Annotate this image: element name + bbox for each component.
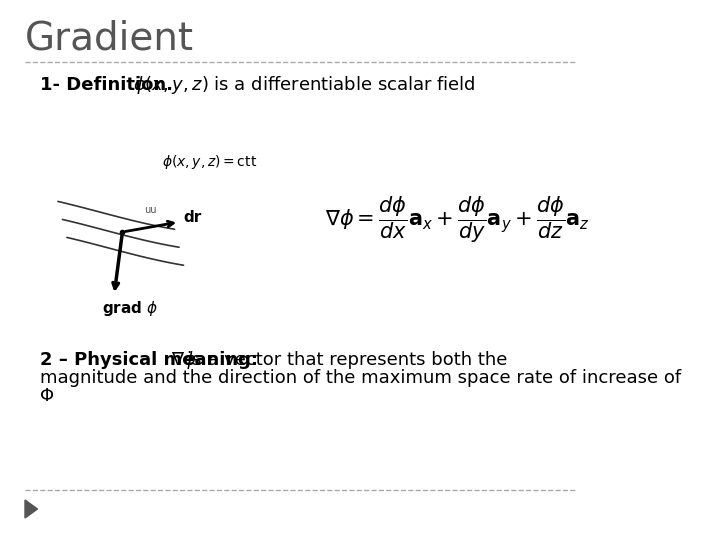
Text: grad $\phi$: grad $\phi$ [102, 300, 158, 319]
Text: dr: dr [183, 210, 202, 225]
Text: 1- Definition.: 1- Definition. [40, 76, 173, 94]
Text: uu: uu [144, 205, 156, 215]
Text: $\nabla\phi$: $\nabla\phi$ [171, 349, 196, 371]
Text: Φ: Φ [40, 387, 54, 405]
Text: is a vector that represents both the: is a vector that represents both the [187, 351, 508, 369]
Text: $\phi(x, y, z) = \mathrm{ctt}$: $\phi(x, y, z) = \mathrm{ctt}$ [163, 153, 258, 171]
Text: $\phi(x,y,z)$ is a differentiable scalar field: $\phi(x,y,z)$ is a differentiable scalar… [133, 74, 476, 96]
Text: Gradient: Gradient [25, 19, 194, 57]
Text: 2 – Physical meaning:: 2 – Physical meaning: [40, 351, 258, 369]
Text: magnitude and the direction of the maximum space rate of increase of: magnitude and the direction of the maxim… [40, 369, 681, 387]
Text: $\nabla\phi = \dfrac{d\phi}{dx}\mathbf{a}_x + \dfrac{d\phi}{dy}\mathbf{a}_y + \d: $\nabla\phi = \dfrac{d\phi}{dx}\mathbf{a… [325, 195, 590, 245]
Polygon shape [25, 500, 37, 518]
